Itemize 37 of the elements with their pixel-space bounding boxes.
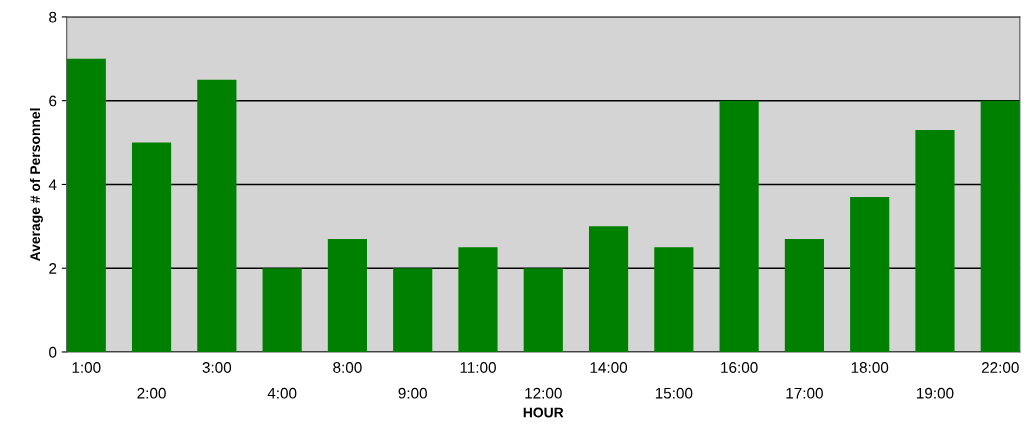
x-tick-label: 2:00	[137, 387, 166, 399]
bar	[393, 268, 433, 352]
bar	[523, 268, 563, 352]
x-tick-label: 19:00	[917, 387, 954, 399]
bar	[458, 247, 498, 352]
x-tick-label: 18:00	[851, 362, 889, 373]
x-tick-label: 17:00	[786, 387, 823, 399]
y-tick-label: 0	[49, 346, 57, 358]
bar	[131, 142, 172, 352]
bar	[327, 238, 367, 352]
bar	[654, 247, 694, 352]
bar	[197, 79, 237, 352]
x-tick-label: 4:00	[267, 387, 297, 399]
bar	[719, 100, 759, 352]
y-tick-label: 8	[49, 11, 57, 23]
x-tick-label: 15:00	[655, 387, 693, 399]
bar	[980, 100, 1020, 352]
y-axis-title: Average # of Personnel	[29, 108, 43, 262]
bar	[262, 268, 302, 352]
bar	[915, 130, 955, 352]
x-tick-label: 14:00	[590, 362, 628, 373]
bar	[588, 226, 629, 352]
bar	[784, 238, 824, 352]
y-tick-label: 6	[49, 95, 57, 107]
bar	[850, 197, 890, 352]
y-tick-label: 4	[48, 179, 57, 190]
x-tick-label: 1:00	[72, 362, 101, 373]
x-tick-label: 16:00	[721, 362, 758, 373]
x-axis-title: HOUR	[523, 407, 564, 418]
x-tick-label: 12:00	[525, 387, 562, 399]
bar	[66, 58, 106, 352]
y-tick-label: 2	[49, 263, 57, 274]
x-tick-label: 9:00	[398, 387, 427, 399]
x-tick-label: 11:00	[460, 362, 496, 373]
x-tick-label: 22:00	[981, 362, 1019, 373]
x-tick-label: 3:00	[202, 362, 232, 373]
x-tick-label: 8:00	[333, 362, 362, 373]
